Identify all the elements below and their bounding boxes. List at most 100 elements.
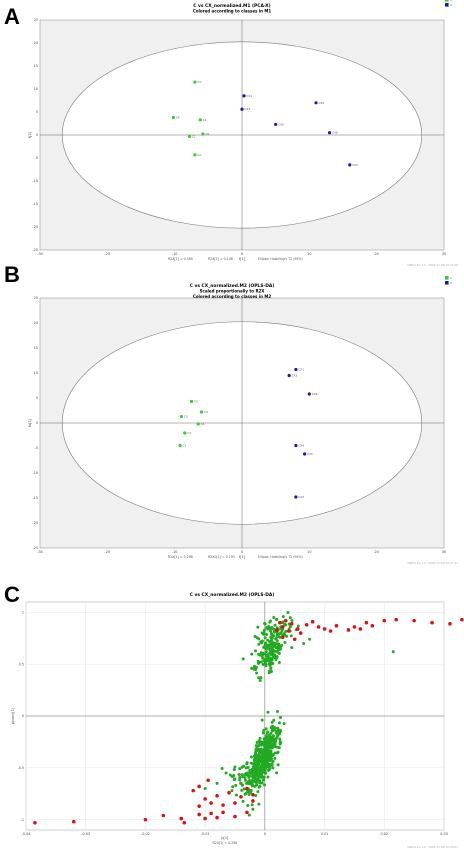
variable-point <box>260 775 264 779</box>
variable-point <box>252 667 256 671</box>
variable-point <box>290 646 294 650</box>
x-tick-label: 20 <box>375 550 379 554</box>
chart-subtitle-2: Colored according to classes in M2 <box>193 294 272 299</box>
variable-point <box>253 649 257 653</box>
variable-point <box>269 661 273 665</box>
variable-point <box>261 662 265 666</box>
variable-point <box>254 748 258 752</box>
significant-variable-point <box>209 811 213 816</box>
x-tick-label: 30 <box>442 252 446 256</box>
significant-variable-point <box>209 801 213 805</box>
data-point <box>242 94 246 98</box>
variable-point <box>258 679 262 683</box>
variable-point <box>262 632 266 636</box>
variable-point <box>296 624 300 628</box>
y-tick-label: 25 <box>34 296 38 300</box>
point-label: CX4 <box>319 101 325 105</box>
y-tick-label: 15 <box>34 64 38 68</box>
variable-point <box>261 740 265 744</box>
variable-point <box>238 778 242 782</box>
data-point <box>200 410 204 414</box>
significant-variable-point <box>448 621 452 626</box>
point-label: CX1 <box>247 94 253 98</box>
variable-point <box>278 716 282 720</box>
significant-variable-point <box>328 629 333 633</box>
variable-point <box>279 631 283 635</box>
significant-variable-point <box>197 804 201 808</box>
variable-point <box>270 720 274 724</box>
point-label: CX5 <box>307 452 313 456</box>
point-label: CX5 <box>278 122 284 126</box>
variable-point <box>269 758 273 762</box>
y-axis-label: t[2] <box>28 131 32 138</box>
data-point <box>287 373 291 378</box>
variable-point <box>263 758 267 762</box>
data-point <box>348 163 352 167</box>
variable-point <box>258 784 262 788</box>
legend-label: 2 <box>450 281 452 285</box>
variable-point <box>272 718 276 722</box>
footer-text: R2X[1] = 0.365 <box>168 257 193 261</box>
variable-point <box>270 644 274 648</box>
data-point <box>240 107 244 111</box>
footer-text: R2X[1] = 0.298 <box>212 841 237 845</box>
variable-point <box>260 759 264 763</box>
variable-point <box>273 756 277 760</box>
variable-point <box>255 780 259 784</box>
footer-text: R2X[2] = 0.148 <box>208 257 233 261</box>
legend-swatch <box>445 276 449 280</box>
variable-point <box>281 615 285 619</box>
significant-variable-point <box>280 635 285 640</box>
variable-point <box>271 766 275 770</box>
y-tick-label: -5 <box>35 156 38 160</box>
y-tick-label: -20 <box>32 521 38 525</box>
chart-subtitle: Scaled proportionally to R2X <box>200 288 265 293</box>
significant-variable-point <box>245 786 249 791</box>
variable-point <box>220 766 224 770</box>
variable-point <box>257 739 261 743</box>
variable-point <box>230 789 234 793</box>
variable-point <box>243 778 247 782</box>
data-point <box>274 122 278 127</box>
variable-point <box>257 676 261 680</box>
variable-point <box>262 645 266 649</box>
x-axis-label: t[1] <box>239 257 246 261</box>
x-tick-label: -20 <box>105 550 111 554</box>
variable-point <box>259 676 263 680</box>
variable-point <box>268 619 272 623</box>
variable-point <box>264 741 268 745</box>
variable-point <box>267 652 271 656</box>
variable-point <box>246 803 250 807</box>
variable-point <box>274 645 278 649</box>
variable-point <box>250 652 254 656</box>
y-tick-label: 20 <box>34 41 38 45</box>
point-label: CX2 <box>298 495 304 499</box>
variable-point <box>289 634 293 638</box>
variable-point <box>267 734 271 738</box>
data-point <box>193 80 197 84</box>
variable-point <box>256 790 260 794</box>
variable-point <box>228 773 232 777</box>
x-tick-label: 0.03 <box>440 832 448 836</box>
significant-variable-point <box>289 621 294 626</box>
data-point <box>179 414 183 419</box>
variable-point <box>277 660 281 664</box>
variable-point <box>266 710 270 714</box>
variable-point <box>269 667 273 671</box>
data-point <box>294 367 298 372</box>
significant-variable-point <box>295 627 300 631</box>
point-label: CX6 <box>312 392 318 396</box>
significant-variable-point <box>334 624 339 628</box>
variable-point <box>249 755 253 759</box>
variable-point <box>258 781 262 785</box>
significant-variable-point <box>394 617 399 622</box>
y-tick-label: -10 <box>32 471 38 475</box>
significant-variable-point <box>215 815 219 820</box>
x-tick-label: -0.03 <box>81 832 90 836</box>
variable-point <box>238 776 242 780</box>
variable-point <box>268 739 272 743</box>
variable-point <box>256 765 260 769</box>
variable-point <box>232 778 236 782</box>
significant-variable-point <box>382 618 387 623</box>
variable-point <box>250 666 254 670</box>
